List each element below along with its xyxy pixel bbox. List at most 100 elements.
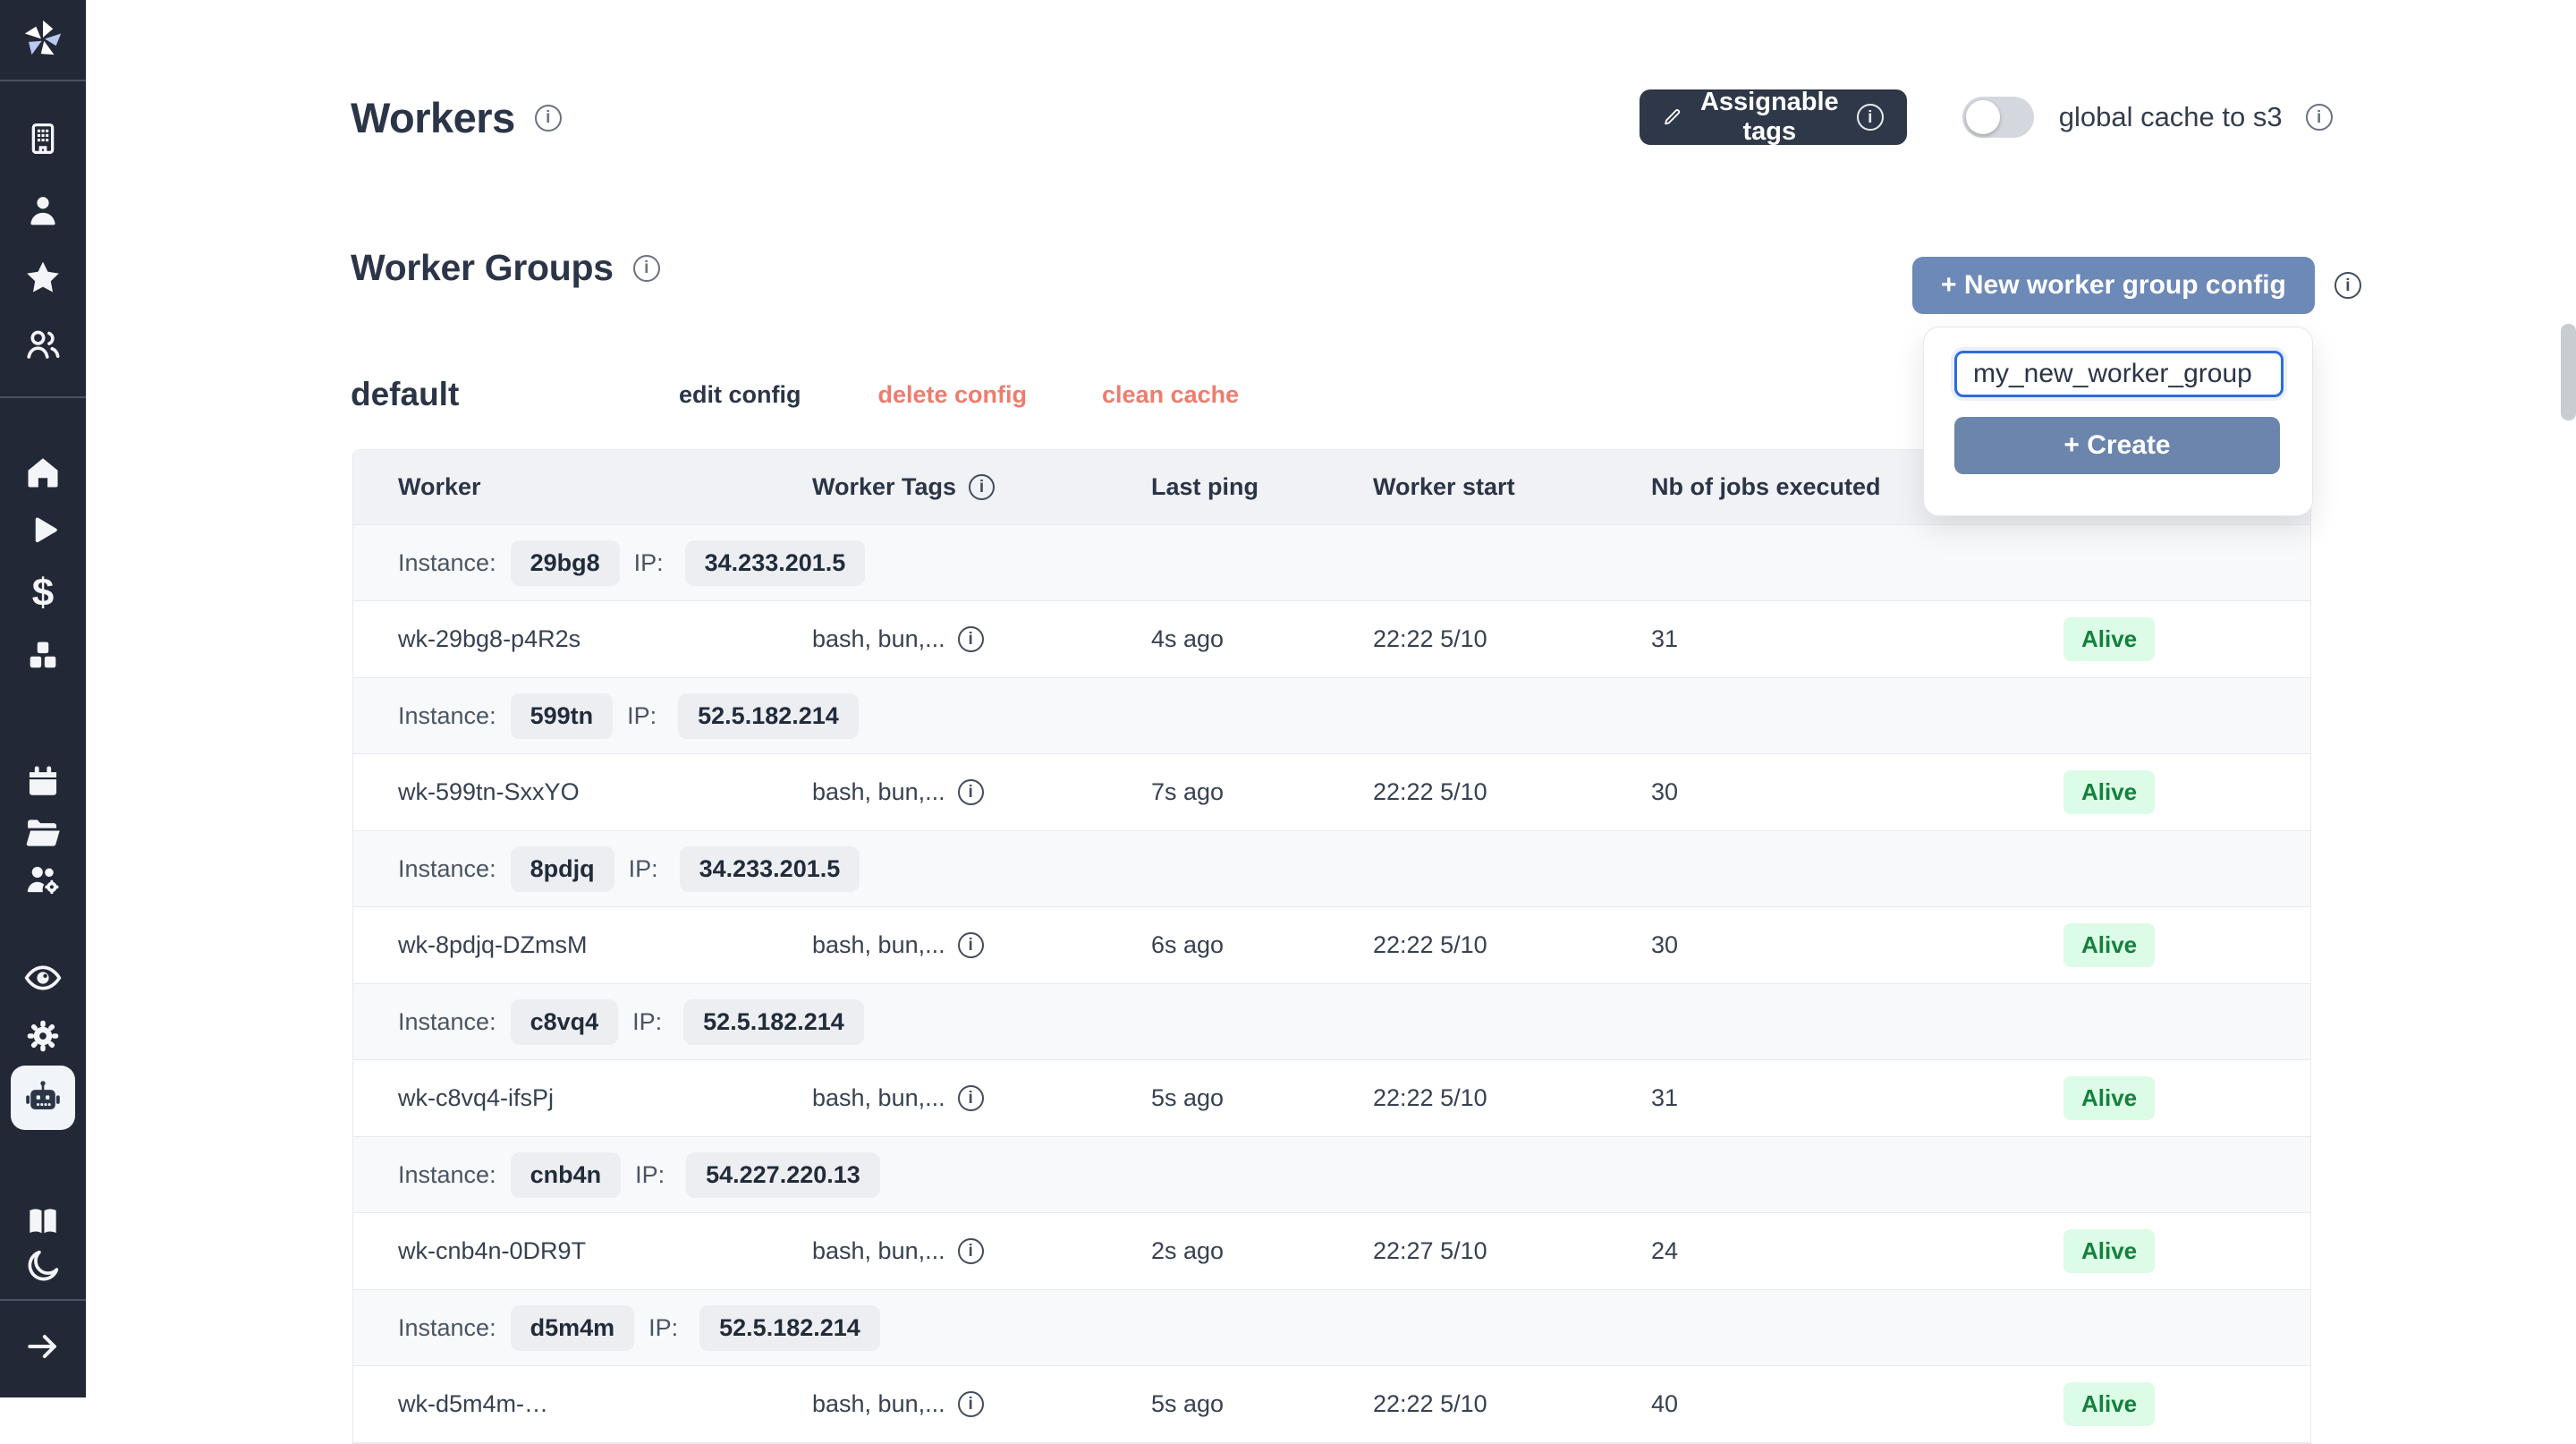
worker-row: wk-29bg8-p4R2s bash, bun,... 4s ago 22:2… xyxy=(353,601,2310,678)
sidebar-divider xyxy=(0,80,86,81)
worker-tags: bash, bun,... xyxy=(812,1084,945,1111)
worker-last-ping: 7s ago xyxy=(1151,778,1224,805)
instance-label: Instance: xyxy=(398,701,496,729)
worker-jobs: 40 xyxy=(1651,1390,1679,1417)
worker-name: wk-599tn-SxxYO xyxy=(398,778,580,805)
instance-id-badge: d5m4m xyxy=(510,1304,635,1351)
col-worker-start: Worker start xyxy=(1373,473,1515,500)
star-icon[interactable] xyxy=(23,258,63,297)
scrollbar-thumb[interactable] xyxy=(2561,324,2576,420)
info-icon[interactable] xyxy=(957,1391,984,1417)
info-icon[interactable] xyxy=(632,254,660,282)
worker-tags: bash, bun,... xyxy=(812,1390,945,1417)
instance-row: Instance: 29bg8 IP: 34.233.201.5 xyxy=(353,525,2310,601)
workers-table: Worker Worker Tags Last ping Worker star… xyxy=(352,449,2311,1444)
worker-last-ping: 5s ago xyxy=(1151,1084,1224,1111)
robot-icon xyxy=(26,1081,60,1110)
info-icon[interactable] xyxy=(969,474,996,500)
calendar-icon[interactable] xyxy=(23,761,63,801)
info-icon[interactable] xyxy=(957,779,984,805)
col-last-ping: Last ping xyxy=(1151,473,1258,500)
instance-id-badge: 8pdjq xyxy=(510,845,614,892)
worker-name: wk-8pdjq-DZmsM xyxy=(398,931,588,958)
info-icon[interactable] xyxy=(1856,104,1884,131)
info-icon[interactable] xyxy=(957,1238,984,1264)
building-icon[interactable] xyxy=(23,119,63,158)
instance-ip-badge: 34.233.201.5 xyxy=(684,539,866,586)
moon-icon[interactable] xyxy=(23,1246,63,1286)
worker-tags: bash, bun,... xyxy=(812,778,945,805)
ip-label: IP: xyxy=(627,701,657,729)
home-icon[interactable] xyxy=(23,453,63,492)
status-badge: Alive xyxy=(2063,770,2156,814)
col-worker: Worker xyxy=(398,473,481,500)
info-icon[interactable] xyxy=(957,1085,984,1111)
arrow-right-icon[interactable] xyxy=(23,1327,63,1366)
pencil-icon xyxy=(1665,109,1681,125)
folder-open-icon[interactable] xyxy=(23,812,63,852)
play-icon[interactable] xyxy=(23,512,63,551)
user-cog-icon[interactable] xyxy=(23,860,63,899)
sidebar xyxy=(0,0,86,1397)
instance-id-badge: c8vq4 xyxy=(510,998,619,1045)
instance-row: Instance: 8pdjq IP: 34.233.201.5 xyxy=(353,831,2310,907)
worker-name: wk-d5m4m-… xyxy=(398,1390,549,1417)
col-worker-tags-label: Worker Tags xyxy=(812,473,957,500)
assignable-tags-button[interactable]: Assignable tags xyxy=(1640,88,1907,146)
info-icon[interactable] xyxy=(534,104,562,132)
worker-group-name-input[interactable] xyxy=(1954,351,2284,397)
edit-config-link[interactable]: edit config xyxy=(679,380,801,408)
status-badge: Alive xyxy=(2063,1229,2156,1273)
clean-cache-link[interactable]: clean cache xyxy=(1102,380,1240,408)
worker-last-ping: 4s ago xyxy=(1151,625,1224,652)
dollar-icon[interactable] xyxy=(23,573,63,613)
col-jobs: Nb of jobs executed xyxy=(1651,473,1881,500)
instance-row: Instance: cnb4n IP: 54.227.220.13 xyxy=(353,1137,2310,1213)
worker-name: wk-c8vq4-ifsPj xyxy=(398,1084,555,1111)
eye-icon[interactable] xyxy=(23,958,63,998)
worker-jobs: 24 xyxy=(1651,1237,1679,1264)
delete-config-link[interactable]: delete config xyxy=(877,380,1028,408)
instance-id-badge: cnb4n xyxy=(510,1151,622,1198)
user-icon[interactable] xyxy=(23,191,63,230)
worker-name: wk-29bg8-p4R2s xyxy=(398,625,581,652)
ip-label: IP: xyxy=(633,548,664,576)
gear-icon[interactable] xyxy=(23,1016,63,1056)
instance-label: Instance: xyxy=(398,1007,496,1035)
worker-start: 22:22 5/10 xyxy=(1373,931,1487,958)
new-worker-group-popup: + Create xyxy=(1923,327,2313,516)
worker-name: wk-cnb4n-0DR9T xyxy=(398,1237,587,1264)
worker-jobs: 31 xyxy=(1651,625,1679,652)
info-icon[interactable] xyxy=(2334,272,2361,299)
global-cache-toggle[interactable] xyxy=(1962,97,2034,138)
assignable-tags-label: Assignable tags xyxy=(1699,88,1839,146)
info-icon[interactable] xyxy=(2305,104,2333,131)
instance-label: Instance: xyxy=(398,854,496,882)
boxes-icon[interactable] xyxy=(23,636,63,675)
ip-label: IP: xyxy=(632,1007,663,1035)
worker-groups-heading: Worker Groups xyxy=(351,247,660,289)
page-title: Workers xyxy=(351,93,562,142)
toggle-knob xyxy=(1965,100,2000,134)
user-group-icon[interactable] xyxy=(23,325,63,364)
ip-label: IP: xyxy=(648,1313,679,1341)
new-worker-group-config-button[interactable]: + New worker group config xyxy=(1912,257,2315,314)
status-badge: Alive xyxy=(2063,1076,2156,1120)
info-icon[interactable] xyxy=(957,932,984,958)
instance-label: Instance: xyxy=(398,1313,496,1341)
instance-ip-badge: 52.5.182.214 xyxy=(678,692,859,739)
instance-row: Instance: 599tn IP: 52.5.182.214 xyxy=(353,678,2310,754)
worker-jobs: 30 xyxy=(1651,778,1679,805)
book-icon[interactable] xyxy=(23,1202,63,1241)
worker-last-ping: 5s ago xyxy=(1151,1390,1224,1417)
sidebar-item-workers-active[interactable] xyxy=(11,1066,75,1130)
windmill-logo[interactable] xyxy=(20,16,66,63)
page-title-text: Workers xyxy=(351,94,515,141)
instance-label: Instance: xyxy=(398,548,496,576)
create-button[interactable]: + Create xyxy=(1954,417,2280,474)
instance-id-badge: 29bg8 xyxy=(510,539,620,586)
status-badge: Alive xyxy=(2063,1382,2156,1426)
worker-last-ping: 2s ago xyxy=(1151,1237,1224,1264)
info-icon[interactable] xyxy=(957,626,984,652)
instance-label: Instance: xyxy=(398,1160,496,1188)
